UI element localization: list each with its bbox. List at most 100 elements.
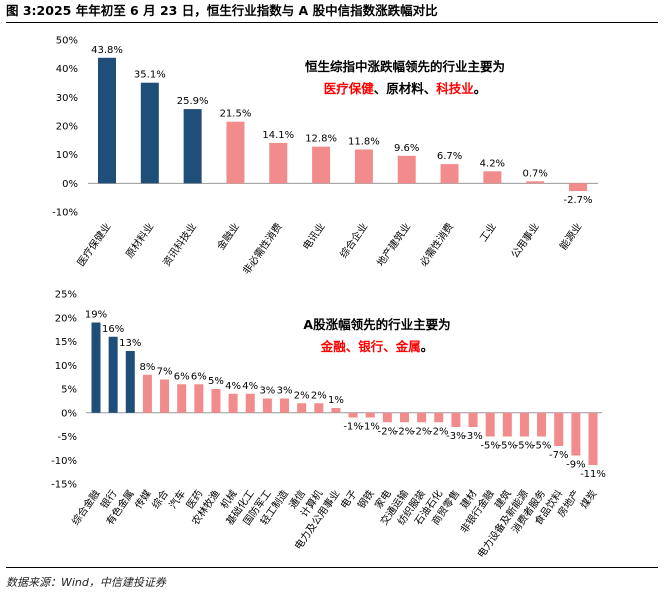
data-label: 7% [157,367,173,378]
bar [434,412,444,423]
bar [297,403,307,413]
bar [554,412,564,446]
data-label: 4% [225,381,241,392]
y-tick-label: 20% [56,122,78,133]
data-label: 14.1% [262,130,294,141]
data-label: 8% [139,362,155,373]
data-label: -2% [412,426,431,437]
data-label: 43.8% [91,45,123,56]
y-tick-label: -10% [51,456,77,467]
category-label: 综合金融 [69,487,103,527]
bar [483,171,502,184]
y-tick-label: 50% [56,36,78,47]
bar [365,412,375,418]
source-note: 数据来源：Wind，中信建投证券 [6,576,166,589]
bar [354,149,373,184]
annotation-highlight: 医疗保健 [324,81,375,96]
data-label: -5% [480,441,499,452]
data-label: -1% [360,422,379,433]
bar [588,412,598,465]
annotation-highlight: 科技业 [436,81,474,96]
data-label: 25.9% [177,96,209,107]
bar [397,155,416,184]
bar [140,82,159,184]
category-label: 电子 [337,487,359,511]
bar [183,109,202,184]
annotation-line-1: A股涨幅领先的行业主要为 [303,317,450,332]
hang-seng-industry-chart: -10%0%10%20%30%40%50%43.8%医疗保健业35.1%原材料业… [52,36,598,277]
bar [485,412,495,437]
bar [125,351,135,413]
annotation-text: 。 [421,339,434,354]
data-label: -2% [395,426,414,437]
data-label: 4.2% [480,158,505,169]
y-tick-label: 0% [61,408,77,419]
bar [142,374,152,413]
bar [211,389,221,413]
y-tick-label: 5% [61,385,77,396]
bar [91,322,101,413]
annotation-text: 、原材料、 [374,81,437,96]
data-label: -3% [463,431,482,442]
figure-title: 图 3:2025 年年初至 6 月 23 日，恒生行业指数与 A 股中信指数涨跌… [6,3,438,18]
annotation-line-2: 医疗保健、原材料、科技业。 [324,81,487,96]
bar [194,384,204,413]
y-tick-label: -5% [58,432,77,443]
data-label: 35.1% [134,70,166,81]
category-label: 汽车 [166,487,188,511]
bar [440,164,459,184]
bar [280,398,290,413]
data-label: -9% [566,460,585,471]
bar [245,393,255,413]
data-label: 21.5% [220,109,252,120]
data-label: -7% [549,450,568,461]
data-label: -11% [580,469,606,480]
data-label: 6% [191,371,207,382]
data-label: -2% [429,426,448,437]
data-label: -1% [343,422,362,433]
data-label: 12.8% [305,134,337,145]
bar [228,393,238,413]
annotation-line-2: 金融、银行、金属。 [320,339,434,354]
source-rule [6,567,658,568]
annotation-highlight: 金融、银行、金属 [320,339,421,354]
data-label: 6.7% [437,151,462,162]
y-tick-label: 10% [55,361,77,372]
data-label: 6% [174,371,190,382]
data-label: 2% [294,390,310,401]
annotation-text: 。 [474,81,487,96]
y-tick-label: 25% [55,290,77,301]
title-rule [6,22,658,23]
category-label: 传媒 [133,488,154,511]
bar [537,412,547,437]
y-tick-label: 10% [56,150,78,161]
category-label: 煤炭 [577,487,599,511]
data-label: 3% [277,386,293,397]
bar [569,183,587,192]
data-label: 1% [328,395,344,406]
bar [382,412,392,423]
data-label: 11.8% [348,137,380,148]
data-label: 2% [311,390,327,401]
data-label: 9.6% [394,143,419,154]
y-tick-label: 40% [56,64,78,75]
a-share-citic-chart: -15%-10%-5%0%5%10%15%20%25%19%综合金融16%银行1… [51,290,606,561]
data-label: -5% [532,441,551,452]
bar [331,408,341,413]
data-label: 0.7% [522,168,547,179]
bar [177,384,187,413]
bar [108,336,118,413]
data-label: 5% [208,376,224,387]
data-label: -2.7% [563,195,592,206]
bar [451,412,461,427]
y-tick-label: 30% [56,93,78,104]
data-label: 13% [119,338,141,349]
bar [399,412,409,423]
bar [98,57,116,184]
bar [269,142,288,184]
y-tick-label: -10% [52,208,78,219]
data-label: -5% [515,441,534,452]
bar [262,398,272,413]
bar [571,412,581,456]
bar [502,412,512,437]
